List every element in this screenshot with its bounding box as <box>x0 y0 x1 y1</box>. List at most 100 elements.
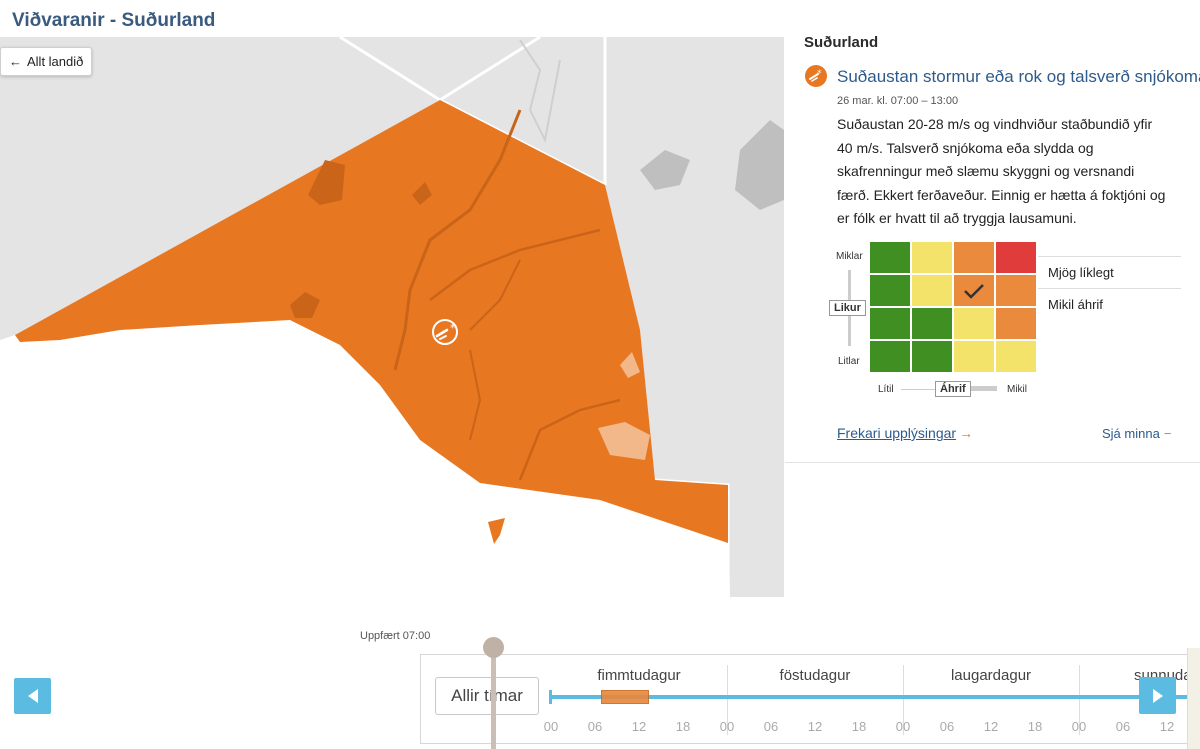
hour-tick-label: 18 <box>675 719 691 734</box>
triangle-left-icon <box>27 689 38 703</box>
river-north <box>519 39 561 144</box>
legend-impact: Mikil áhrif <box>1038 288 1181 320</box>
risk-matrix-cell <box>870 275 910 306</box>
checkmark-icon <box>964 283 984 299</box>
warning-title[interactable]: Suðaustan stormur eða rok og talsverð sn… <box>837 67 1200 86</box>
minus-icon: − <box>1163 426 1172 441</box>
warning-panel: Suðurland * Suðaustan stormur eða rok og… <box>785 0 1200 463</box>
map[interactable]: * <box>0 37 784 597</box>
river-5 <box>469 349 482 441</box>
hour-tick-label: 18 <box>1027 719 1043 734</box>
all-times-button[interactable]: Allir tímar <box>435 677 539 715</box>
map-warning-marker-icon[interactable]: * <box>432 319 458 345</box>
land-southeast <box>660 360 784 480</box>
warning-period-segment[interactable] <box>601 690 649 704</box>
hour-tick-label: 00 <box>895 719 911 734</box>
edge-strip <box>1187 648 1200 749</box>
hour-tick-label: 06 <box>587 719 603 734</box>
hour-tick-label: 00 <box>1071 719 1087 734</box>
hour-tick-label: 12 <box>1159 719 1175 734</box>
time-scrubber-line[interactable] <box>491 648 496 749</box>
risk-matrix-cell <box>954 242 994 273</box>
island <box>488 518 505 544</box>
svg-text:*: * <box>450 323 455 334</box>
warning-light-patch-1 <box>598 422 650 460</box>
arrow-right-icon: → <box>959 425 974 441</box>
back-button-label: Allt landið <box>27 54 84 69</box>
day-label[interactable]: föstudagur <box>779 667 851 684</box>
region-name: Suðurland <box>804 34 879 51</box>
wind-snow-icon: * <box>805 65 827 87</box>
hour-tick-label: 12 <box>983 719 999 734</box>
warning-time: 26 mar. kl. 07:00 – 13:00 <box>837 95 959 107</box>
back-to-all-country-button[interactable]: ← Allt landið <box>0 47 93 76</box>
timeline-track-start <box>549 690 552 704</box>
day-label[interactable]: laugardagur <box>950 667 1032 684</box>
impact-low-label: Lítil <box>878 384 894 395</box>
timeline-track[interactable] <box>551 695 1191 699</box>
risk-matrix-cell <box>996 308 1036 339</box>
risk-matrix-cell <box>912 308 952 339</box>
terrain-patch <box>290 292 320 318</box>
lake-east-2 <box>735 120 784 210</box>
hour-tick-label: 18 <box>851 719 867 734</box>
timeline[interactable]: Allir tímar fimmtudagur föstudagur lauga… <box>420 654 1200 744</box>
hour-tick-label: 00 <box>543 719 559 734</box>
svg-text:*: * <box>817 69 822 79</box>
map-canvas[interactable]: * <box>0 37 784 597</box>
previous-button[interactable] <box>14 678 51 714</box>
warning-description: Suðaustan 20-28 m/s og vindhviður staðbu… <box>837 116 1166 226</box>
see-less-label: Sjá minna <box>1102 426 1160 441</box>
triangle-right-icon <box>1152 688 1163 703</box>
time-scrubber-handle[interactable] <box>483 637 504 658</box>
land-northwest <box>0 37 784 597</box>
risk-matrix-cell <box>996 275 1036 306</box>
updated-time: Uppfært 07:00 <box>360 630 431 642</box>
day-label[interactable]: fimmtudagur <box>597 667 681 684</box>
day-separator <box>727 665 728 735</box>
river-4 <box>518 398 621 481</box>
risk-matrix-cell <box>954 308 994 339</box>
terrain-glacier <box>308 160 345 205</box>
warning-light-patch-2 <box>620 352 640 378</box>
see-less-button[interactable]: Sjá minna − <box>1102 426 1171 441</box>
hour-tick-label: 06 <box>1115 719 1131 734</box>
hour-tick-label: 00 <box>719 719 735 734</box>
likelihood-low-label: Litlar <box>838 356 860 367</box>
likelihood-high-label: Miklar <box>836 251 863 262</box>
river-2 <box>429 228 601 301</box>
risk-matrix-cell <box>870 308 910 339</box>
region-border-west <box>439 37 541 102</box>
hour-tick-label: 12 <box>631 719 647 734</box>
next-button[interactable] <box>1139 677 1176 714</box>
day-separator <box>903 665 904 735</box>
warning-area[interactable] <box>15 100 728 543</box>
day-separator <box>1079 665 1080 735</box>
risk-matrix-cell <box>912 242 952 273</box>
impact-high-label: Mikil <box>1007 384 1027 395</box>
risk-matrix-cell <box>912 275 952 306</box>
land-west-coast <box>0 210 60 325</box>
likelihood-axis-label: Likur <box>829 300 866 316</box>
more-info-link[interactable]: Frekari upplýsingar → <box>837 425 973 441</box>
hour-tick-label: 12 <box>807 719 823 734</box>
risk-matrix-cell <box>870 242 910 273</box>
arrow-left-icon: ← <box>9 54 22 69</box>
risk-matrix-cell <box>996 341 1036 372</box>
risk-matrix-cell <box>996 242 1036 273</box>
hour-tick-label: 06 <box>939 719 955 734</box>
impact-axis-label: Áhrif <box>935 381 971 397</box>
river-3 <box>469 259 521 331</box>
hour-tick-label: 06 <box>763 719 779 734</box>
impact-axis-bar <box>965 386 997 391</box>
page-title: Viðvaranir - Suðurland <box>12 10 216 31</box>
terrain-lake <box>412 182 432 205</box>
risk-matrix <box>870 242 1036 372</box>
river-1 <box>393 109 522 371</box>
lake-east <box>640 150 690 190</box>
risk-matrix-cell <box>870 341 910 372</box>
legend-likelihood: Mjög líklegt <box>1038 256 1181 288</box>
risk-matrix-cell <box>954 341 994 372</box>
risk-matrix-cell <box>912 341 952 372</box>
risk-legend: Mjög líklegt Mikil áhrif <box>1038 256 1181 320</box>
